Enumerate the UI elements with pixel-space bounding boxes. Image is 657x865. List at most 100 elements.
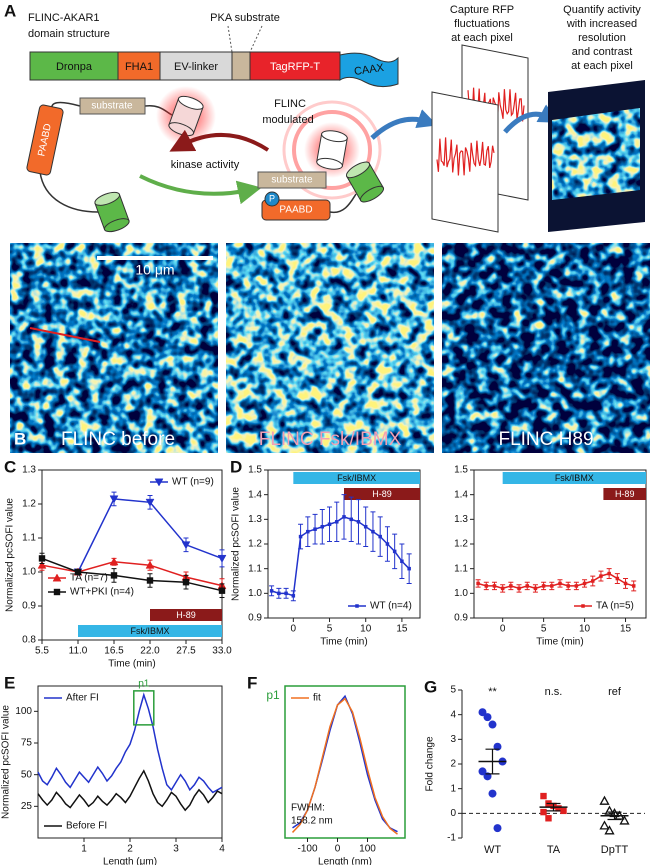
marker: [363, 524, 368, 529]
marker: [349, 517, 353, 522]
y-tick-label: 2: [450, 759, 456, 770]
y-tick-label: 1.0: [454, 588, 468, 599]
x-tick-label: 3: [173, 844, 179, 855]
error-bar: [546, 802, 561, 812]
legend-label: TA (n=7): [70, 573, 108, 584]
marker: [533, 586, 538, 591]
condition-label: Fsk/IBMX: [130, 626, 169, 636]
error-bar: [607, 811, 622, 821]
legend-marker: [154, 478, 164, 487]
marker: [555, 805, 562, 812]
linker: [329, 193, 357, 214]
phospho-label: P: [269, 193, 275, 203]
glow-ring: [292, 110, 372, 190]
series-line: [41, 561, 223, 587]
glow-ring: [282, 100, 382, 200]
domain-label: EV-linker: [174, 61, 218, 73]
substrate-box: [79, 97, 146, 115]
state-label: modulated: [262, 114, 313, 126]
series-line: [41, 557, 223, 592]
x-tick-label: 15: [620, 624, 632, 635]
activity-map: [552, 108, 640, 200]
x-tick-label: 0: [335, 844, 341, 855]
plot-frame: [284, 685, 406, 839]
marker: [109, 495, 119, 504]
y-axis-label: Normalized pcSOFI value: [1, 705, 12, 819]
marker: [566, 584, 570, 588]
marker: [483, 713, 492, 722]
y-tick-label: 4: [450, 709, 456, 720]
y-axis-label: Fold change: [425, 736, 436, 791]
y-tick-label: 75: [21, 738, 33, 749]
y-tick-label: 0.9: [248, 613, 262, 624]
caption: fluctuations: [454, 18, 510, 30]
marker: [604, 825, 615, 835]
arrow: [169, 129, 270, 152]
image-label: FLINC before: [61, 429, 175, 450]
marker: [607, 571, 611, 576]
callout: [227, 25, 233, 53]
marker: [407, 566, 411, 571]
series-line: [477, 572, 634, 590]
marker: [277, 591, 281, 596]
annotation: p1: [266, 688, 280, 702]
y-tick-label: 5: [450, 685, 456, 696]
marker: [574, 584, 579, 588]
marker: [623, 581, 628, 586]
marker: [298, 534, 303, 539]
marker: [400, 559, 404, 564]
panel-label: G: [424, 677, 437, 696]
caption: Quantify activity: [563, 4, 641, 16]
y-tick-label: 0: [450, 808, 456, 819]
series-line: [37, 692, 223, 794]
marker: [371, 529, 375, 534]
legend-label: Before FI: [66, 821, 107, 832]
x-axis-label: Length (μm): [103, 857, 157, 865]
plot-frame: [37, 685, 223, 839]
state-label: FLINC: [274, 98, 306, 110]
callout: [249, 25, 263, 53]
panel-a: A FLINC-AKAR1 domain structure PKA subst…: [4, 1, 645, 233]
marker: [284, 591, 288, 596]
y-tick-label: 1.3: [248, 514, 262, 525]
y-tick-label: 1.2: [22, 499, 36, 510]
marker: [392, 549, 397, 554]
image-label: FLINC Fsk/IBMX: [259, 429, 402, 450]
marker: [525, 584, 529, 588]
arrow-label: kinase activity: [171, 159, 240, 171]
condition-bar: [78, 625, 222, 637]
construct-title: FLINC-AKAR1: [28, 12, 100, 24]
x-tick-label: WT: [484, 844, 501, 856]
panel-label: E: [4, 673, 15, 692]
pka-substrate-label: PKA substrate: [210, 12, 280, 24]
x-axis-label: Time (min): [108, 659, 155, 670]
error-bar: [485, 748, 500, 775]
x-tick-label: 4: [219, 844, 225, 855]
phospho-site: [264, 191, 280, 207]
linker: [39, 171, 99, 213]
paabd: [261, 199, 331, 221]
marker: [327, 522, 332, 527]
marker: [145, 560, 155, 569]
series-line: [291, 697, 398, 835]
scale-bar-label: 10 μm: [135, 262, 174, 278]
x-axis-label: Time (min): [536, 637, 583, 648]
image-label: FLINC H89: [498, 429, 593, 450]
y-tick-label: 0.9: [22, 601, 36, 612]
x-tick-label: 1: [81, 844, 87, 855]
marker: [342, 515, 346, 519]
arrow: [139, 174, 262, 205]
caption: resolution: [578, 32, 626, 44]
y-tick-label: 0.8: [22, 635, 36, 646]
cylinder: [345, 161, 385, 203]
x-tick-label: 11.0: [69, 646, 88, 657]
marker: [604, 805, 615, 815]
annotation: ref: [608, 686, 622, 698]
marker: [217, 554, 227, 563]
panel-label: D: [230, 457, 242, 476]
x-tick-label: 5.5: [35, 646, 49, 657]
legend-marker: [52, 573, 62, 582]
marker: [488, 720, 497, 729]
legend-label: WT+PKI (n=4): [70, 587, 134, 598]
series-line: [37, 769, 223, 812]
